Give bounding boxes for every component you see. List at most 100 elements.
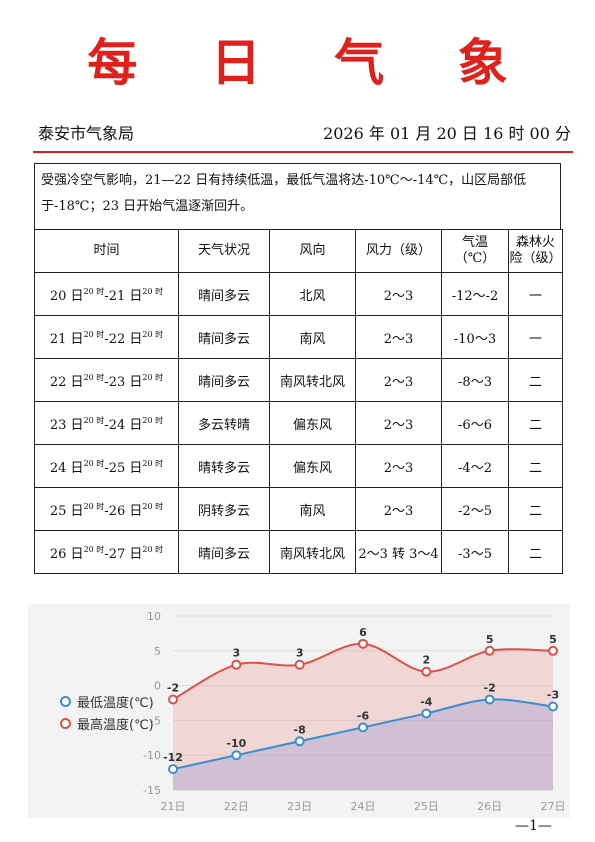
data-label-max-temp: 5 <box>486 633 494 646</box>
cell-weather: 晴间多云 <box>178 530 270 574</box>
cell-temperature: -4～2 <box>441 444 509 488</box>
data-label-max-temp: 5 <box>549 633 557 646</box>
cell-time: 23 日20 时-24 日20 时 <box>34 401 179 445</box>
x-tick-label: 27日 <box>541 800 566 813</box>
time-start-hour: 20 时 <box>83 501 105 511</box>
data-label-min-temp: -8 <box>294 723 306 736</box>
table-row: 21 日20 时-22 日20 时晴间多云 南风 2～3 -10～3 一 <box>34 315 563 359</box>
area-min-temp <box>173 699 553 790</box>
header-fire-line2: 险（级） <box>509 251 562 266</box>
time-start-day: 24 日 <box>49 460 84 476</box>
page-number: —1— <box>515 818 552 834</box>
time-start-day: 25 日 <box>49 503 84 519</box>
y-tick-label: 0 <box>154 680 161 693</box>
cell-fire-risk: 二 <box>508 530 563 574</box>
cell-wind-direction: 南风 <box>269 315 356 359</box>
time-end-day: -25 日 <box>104 460 143 476</box>
y-tick-label: -5 <box>150 714 161 727</box>
cell-fire-risk: 一 <box>508 315 563 359</box>
point-max-temp <box>231 659 242 670</box>
cell-fire-risk: 一 <box>508 272 563 316</box>
temperature-chart: 10 5 0 -5 -10 -15 -12 -10 -8 -6 -4 -2 -3 -2 3 3 6 2 5 5 21日 2… <box>28 604 570 818</box>
time-end-hour: 20 时 <box>142 286 164 296</box>
header-weather: 天气状况 <box>178 229 270 273</box>
time-end-day: -27 日 <box>104 546 143 562</box>
forecast-summary: 受强冷空气影响，21—22 日有持续低温，最低气温将达-10℃～-14℃，山区局… <box>34 163 561 229</box>
data-label-max-temp: -2 <box>167 682 179 695</box>
cell-wind-force: 2～3 <box>355 315 442 359</box>
cell-wind-force: 2～3 <box>355 358 442 402</box>
time-start-day: 23 日 <box>49 417 84 433</box>
time-start-day: 22 日 <box>49 374 84 390</box>
cell-temperature: -3～5 <box>441 530 509 574</box>
x-tick-label: 23日 <box>287 800 312 813</box>
cell-time: 22 日20 时-23 日20 时 <box>34 358 179 402</box>
cell-time: 26 日20 时-27 日20 时 <box>34 530 179 574</box>
cell-wind-force: 2～3 <box>355 272 442 316</box>
cell-temperature: -2～5 <box>441 487 509 531</box>
x-tick-label: 25日 <box>414 800 439 813</box>
table-header-row: 时间 天气状况 风向 风力（级） 气温 （℃） 森林火 险（级） <box>34 229 563 273</box>
chart-background <box>28 604 570 818</box>
time-end-day: -26 日 <box>104 503 143 519</box>
cell-fire-risk: 二 <box>508 358 563 402</box>
cell-time: 24 日20 时-25 日20 时 <box>34 444 179 488</box>
header-time: 时间 <box>34 229 179 273</box>
point-min-temp <box>231 750 242 761</box>
time-start-day: 26 日 <box>49 546 84 562</box>
time-end-hour: 20 时 <box>142 458 164 468</box>
legend-max-temp: 最高温度(℃) <box>60 714 154 733</box>
cell-time: 20 日20 时-21 日20 时 <box>34 272 179 316</box>
point-min-temp <box>484 694 495 705</box>
table-row: 22 日20 时-23 日20 时晴间多云 南风转北风 2～3 -8～3 二 <box>34 358 563 402</box>
header-temperature-line2: （℃） <box>454 251 496 266</box>
time-start-hour: 20 时 <box>83 286 105 296</box>
time-start-hour: 20 时 <box>83 544 105 554</box>
time-end-day: -24 日 <box>104 417 143 433</box>
x-tick-label: 21日 <box>161 800 186 813</box>
point-min-temp <box>421 708 432 719</box>
cell-wind-direction: 偏东风 <box>269 401 356 445</box>
table-row: 23 日20 时-24 日20 时多云转晴 偏东风 2～3 -6～6 二 <box>34 401 563 445</box>
cell-wind-direction: 偏东风 <box>269 444 356 488</box>
header-wind-direction: 风向 <box>269 229 356 273</box>
time-end-day: -22 日 <box>104 331 143 347</box>
cell-fire-risk: 二 <box>508 401 563 445</box>
header-temperature: 气温 （℃） <box>441 229 509 273</box>
data-label-max-temp: 6 <box>359 626 367 639</box>
point-min-temp <box>168 764 178 775</box>
y-tick-label: 5 <box>154 645 161 658</box>
issue-datetime: 2026 年 01 月 20 日 16 时 00 分 <box>323 124 571 143</box>
cell-fire-risk: 二 <box>508 487 563 531</box>
header-wind-force: 风力（级） <box>355 229 442 273</box>
table-row: 24 日20 时-25 日20 时晴转多云 偏东风 2～3 -4～2 二 <box>34 444 563 488</box>
point-max-temp <box>548 645 558 656</box>
time-end-hour: 20 时 <box>142 544 164 554</box>
x-tick-label: 26日 <box>477 800 502 813</box>
legend-max-label: 最高温度(℃) <box>77 718 154 733</box>
data-label-min-temp: -3 <box>547 688 559 701</box>
time-end-hour: 20 时 <box>142 501 164 511</box>
legend-min-temp: 最低温度(℃) <box>60 692 154 711</box>
point-max-temp <box>168 694 178 705</box>
data-label-max-temp: 3 <box>296 647 304 660</box>
cell-fire-risk: 二 <box>508 444 563 488</box>
time-start-day: 20 日 <box>49 288 84 304</box>
cell-temperature: -12～-2 <box>441 272 509 316</box>
table-row: 20 日20 时-21 日20 时晴间多云 北风 2～3 -12～-2 一 <box>34 272 563 316</box>
y-tick-label: 10 <box>147 610 161 623</box>
point-max-temp <box>484 645 495 656</box>
time-end-day: -23 日 <box>104 374 143 390</box>
cell-weather: 晴间多云 <box>178 358 270 402</box>
legend-min-label: 最低温度(℃) <box>77 696 154 711</box>
cell-weather: 多云转晴 <box>178 401 270 445</box>
data-label-min-temp: -6 <box>357 709 370 722</box>
cell-wind-direction: 南风 <box>269 487 356 531</box>
cell-weather: 晴转多云 <box>178 444 270 488</box>
time-end-hour: 20 时 <box>142 329 164 339</box>
cell-wind-force: 2～3 转 3～4 <box>355 530 442 574</box>
point-max-temp <box>294 659 305 670</box>
cell-time: 25 日20 时-26 日20 时 <box>34 487 179 531</box>
data-label-max-temp: 2 <box>423 654 431 667</box>
